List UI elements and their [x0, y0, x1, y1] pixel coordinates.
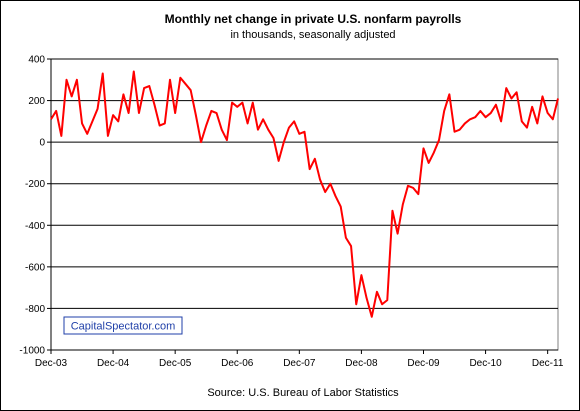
- x-tick-label: Dec-11: [532, 358, 564, 369]
- x-tick-label: Dec-10: [469, 358, 502, 369]
- x-tick-label: Dec-07: [283, 358, 316, 369]
- y-tick-label: 400: [28, 55, 45, 66]
- y-tick-label: -400: [25, 221, 45, 232]
- chart-subtitle: in thousands, seasonally adjusted: [230, 29, 395, 41]
- plot-background: [50, 58, 559, 351]
- y-tick-label: -1000: [19, 346, 45, 357]
- watermark-label: CapitalSpectator.com: [71, 321, 176, 333]
- x-tick-label: Dec-04: [97, 358, 130, 369]
- series-line: [50, 70, 559, 318]
- y-tick-label: 0: [39, 138, 45, 149]
- y-tick-label: 200: [28, 96, 45, 107]
- watermark-box: [63, 316, 183, 335]
- y-tick-label: -200: [25, 179, 45, 190]
- y-tick-label: -800: [25, 304, 45, 315]
- y-tick-label: -600: [25, 262, 45, 273]
- x-tick-label: Dec-03: [35, 358, 68, 369]
- chart-title: Monthly net change in private U.S. nonfa…: [165, 12, 462, 26]
- x-tick-label: Dec-06: [221, 358, 254, 369]
- x-tick-label: Dec-09: [407, 358, 440, 369]
- x-tick-label: Dec-08: [345, 358, 378, 369]
- chart-source: Source: U.S. Bureau of Labor Statistics: [207, 387, 399, 399]
- x-tick-label: Dec-05: [159, 358, 192, 369]
